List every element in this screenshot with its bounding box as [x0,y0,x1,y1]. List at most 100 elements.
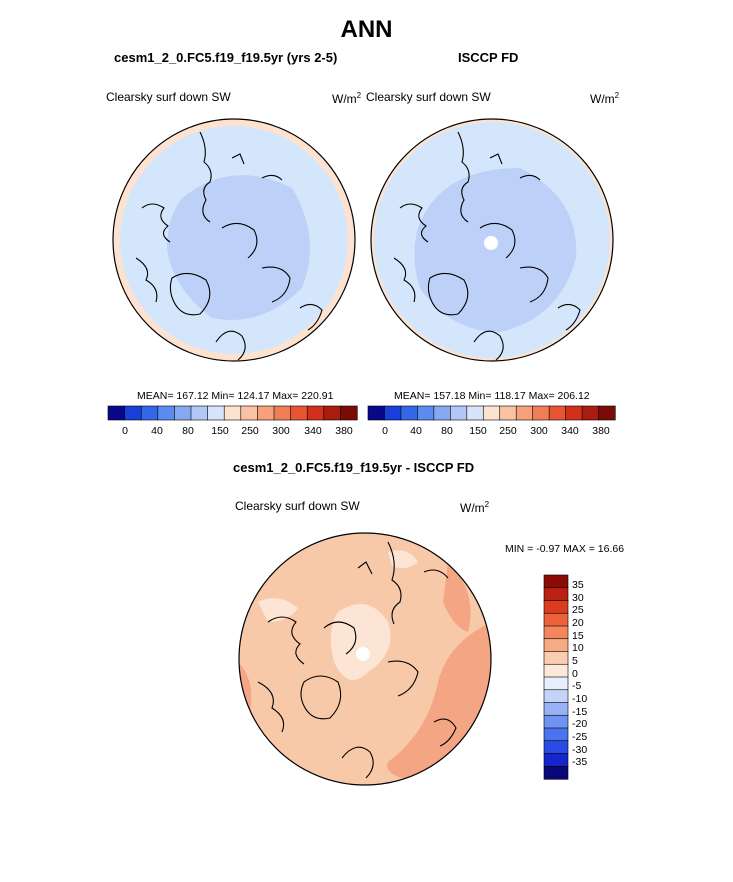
colorbar-swatch [400,405,419,421]
panel1-stats: MEAN= 167.12 Min= 124.17 Max= 220.91 [137,390,334,402]
panel2-tick: 300 [530,425,548,437]
colorbar-swatch [340,405,358,421]
panel2-variable-label: Clearsky surf down SW [366,90,491,104]
colorbar-swatch [157,405,175,421]
diff-variable-label: Clearsky surf down SW [235,499,360,513]
colorbar-swatch [543,753,569,767]
panel2-title: ISCCP FD [458,50,519,65]
panel1-tick: 380 [335,425,353,437]
diff-tick: -20 [572,718,588,730]
panel2-colorbar-ticks: 0 40 80 150 250 300 340 380 [368,425,615,439]
diff-tick: 10 [572,642,584,654]
diff-tick: 15 [572,630,584,642]
diff-map-border [238,532,492,786]
panel1-colorbar-ticks: 0 40 80 150 250 300 340 380 [108,425,357,439]
panel2-arctic-field [414,168,577,332]
colorbar-swatch [543,676,569,691]
colorbar-swatch [306,405,325,421]
diff-warm-region-2 [443,562,471,632]
panel2-tick: 380 [592,425,610,437]
diff-tick: -15 [572,706,588,718]
colorbar-swatch [598,405,616,421]
colorbar-swatch [190,405,209,421]
panel2-map-border [370,118,614,362]
panel1-units: W/m2 [332,91,362,106]
panel2-tick: 80 [441,425,453,437]
diff-polar-map [238,532,492,786]
diff-tick: 5 [572,655,578,667]
colorbar-swatch [581,405,600,421]
colorbar-swatch [515,405,534,421]
main-title: ANN [340,16,393,43]
colorbar-swatch [450,405,468,421]
colorbar-swatch [290,405,308,421]
diff-tick: 30 [572,592,584,604]
panel1-tick: 40 [151,425,163,437]
panel2-coastlines [393,131,581,361]
diff-stats: MIN = -0.97 MAX = 16.66 [505,543,625,555]
colorbar-swatch [223,405,242,421]
panel2-colorbar [367,405,616,421]
diff-tick: 0 [572,668,578,680]
colorbar-swatch [174,405,192,421]
panel1-map-border [112,118,356,362]
diff-units: W/m2 [460,500,490,515]
panel1-polar-map [112,118,356,362]
colorbar-swatch [257,405,275,421]
diff-tick: -35 [572,756,588,768]
colorbar-swatch [417,405,435,421]
colorbar-swatch [548,405,567,421]
colorbar-swatch [532,405,550,421]
colorbar-swatch [384,405,402,421]
colorbar-swatch [543,651,569,665]
colorbar-swatch [543,714,569,729]
diff-tick: -10 [572,693,588,705]
panel1-variable-label: Clearsky surf down SW [106,90,231,104]
colorbar-swatch [543,638,569,653]
diff-tick: 25 [572,604,584,616]
colorbar-swatch [124,405,142,421]
diff-tick: 20 [572,617,584,629]
colorbar-swatch [273,405,292,421]
panel2-stats: MEAN= 157.18 Min= 118.17 Max= 206.12 [394,390,590,402]
colorbar-swatch [543,600,569,614]
diff-pole-hole [356,647,370,661]
colorbar-swatch [499,405,517,421]
colorbar-swatch [543,727,569,742]
colorbar-swatch [543,612,569,627]
panel2-tick: 40 [410,425,422,437]
panel2-tick: 250 [499,425,517,437]
colorbar-swatch [543,625,569,640]
colorbar-swatch [240,405,259,421]
panel2-units: W/m2 [590,91,620,106]
panel2-pole-hole [484,236,498,250]
colorbar-swatch [140,405,159,421]
colorbar-swatch [543,574,569,589]
diff-tick: -5 [572,680,582,692]
colorbar-swatch [543,740,569,755]
colorbar-swatch [543,702,569,716]
panel1-colorbar [107,405,358,421]
panel2-tick: 150 [469,425,487,437]
panel1-title: cesm1_2_0.FC5.f19_f19.5yr (yrs 2-5) [114,50,338,65]
panel1-tick: 250 [241,425,259,437]
panel2-tick: 340 [561,425,579,437]
colorbar-swatch [543,587,569,602]
panel2-tick: 0 [382,425,388,437]
diff-light-region-3 [388,550,418,569]
panel1-tick: 300 [272,425,290,437]
colorbar-swatch [482,405,501,421]
diff-title: cesm1_2_0.FC5.f19_f19.5yr - ISCCP FD [233,460,475,475]
colorbar-swatch [543,689,569,704]
diff-coastlines [257,541,457,779]
colorbar-swatch [323,405,342,421]
colorbar-swatch [207,405,225,421]
diff-colorbar-ticks: 35 30 25 20 15 10 5 0 -5 -10 -15 -20 -25… [572,575,612,779]
diff-tick: -25 [572,731,588,743]
diff-tick: -30 [572,744,588,756]
diff-light-region-2 [258,598,298,622]
colorbar-swatch [543,765,569,780]
panel1-coastlines [135,131,323,361]
panel2-polar-map [370,118,614,362]
colorbar-swatch [433,405,451,421]
